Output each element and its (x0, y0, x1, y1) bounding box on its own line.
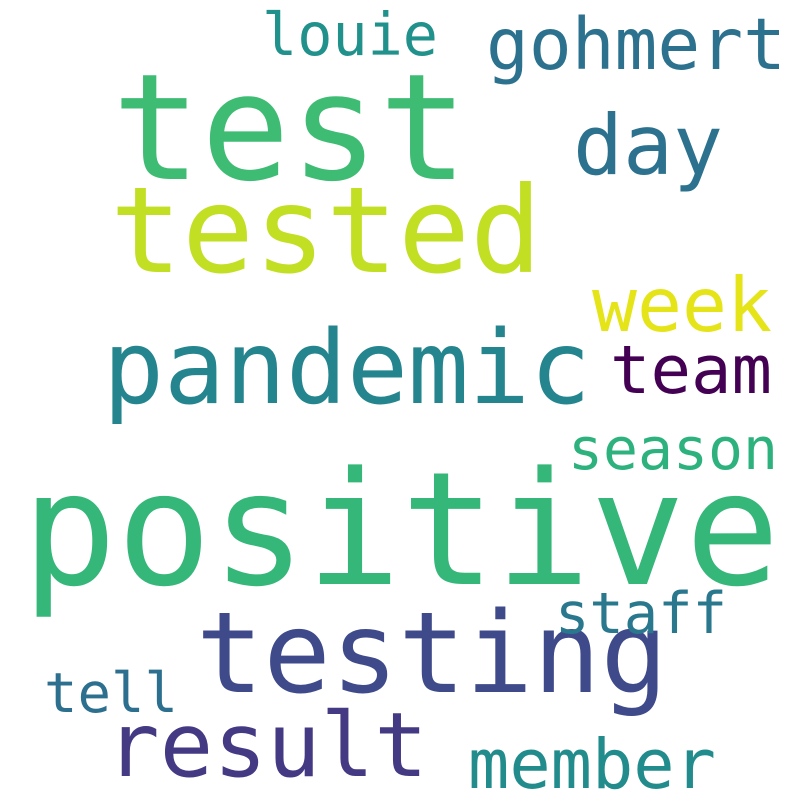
word-positive: positive (22, 439, 780, 622)
word-louie: louie (262, 1, 438, 69)
word-result: result (106, 694, 428, 798)
word-day: day (573, 97, 723, 194)
word-testing: testing (196, 589, 668, 719)
word-pandemic: pandemic (103, 309, 591, 427)
word-staff: staff (555, 581, 727, 647)
word-team: team (610, 331, 772, 409)
word-tested: tested (110, 162, 542, 301)
word-member: member (468, 725, 716, 800)
word-week: week (592, 262, 772, 349)
word-tell: tell (44, 661, 178, 726)
word-season: season (568, 415, 778, 483)
word-test: test (112, 42, 468, 214)
word-gohmert: gohmert (486, 3, 786, 86)
